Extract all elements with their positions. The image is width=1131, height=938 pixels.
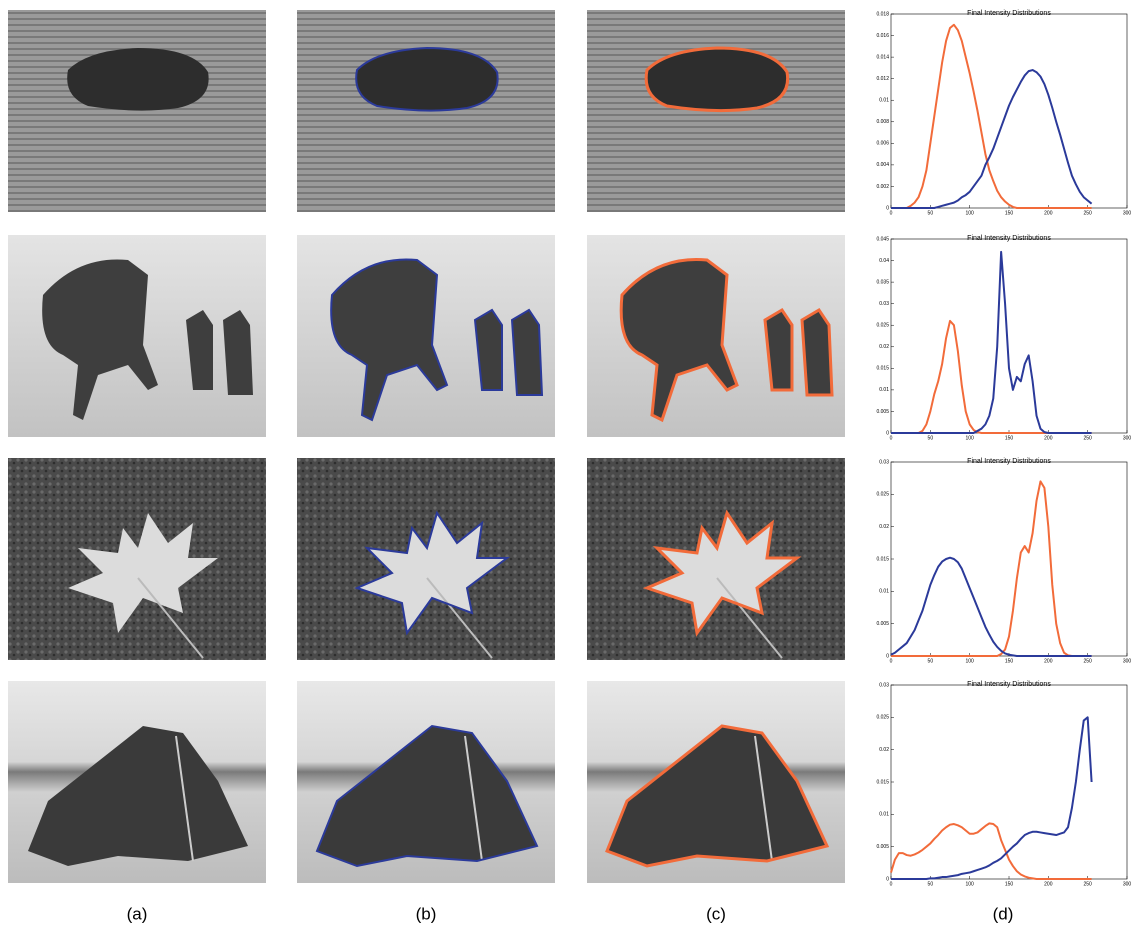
x-tick-label: 250 — [1083, 658, 1092, 664]
y-tick-label: 0.02 — [879, 524, 889, 530]
x-tick-label: 100 — [965, 435, 974, 441]
x-tick-label: 200 — [1044, 881, 1053, 887]
chart-title: Final Intensity Distributions — [967, 458, 1051, 465]
x-tick-label: 150 — [1005, 210, 1014, 216]
figure: (a) (b) (c) (d) Final Intensity Distribu… — [0, 0, 1131, 933]
y-tick-label: 0.025 — [876, 323, 889, 329]
x-tick-label: 50 — [928, 658, 934, 664]
x-tick-label: 0 — [890, 881, 893, 887]
row-4 — [8, 681, 845, 883]
row-2 — [8, 235, 845, 437]
y-tick-label: 0.014 — [876, 54, 889, 60]
plot-area — [891, 462, 1127, 656]
y-tick-label: 0.045 — [876, 236, 889, 242]
chart: Final Intensity Distributions 0 0.005 0.01 0… — [876, 681, 1131, 887]
chart-title: Final Intensity Distributions — [967, 681, 1051, 688]
y-tick-label: 0.01 — [879, 387, 889, 393]
x-tick-label: 150 — [1005, 435, 1014, 441]
y-tick-label: 0.008 — [876, 119, 889, 125]
image — [8, 458, 266, 660]
x-tick-label: 0 — [890, 658, 893, 664]
chart: Final Intensity Distributions 0 0.005 0.01 0… — [876, 235, 1131, 441]
x-tick-label: 200 — [1044, 658, 1053, 664]
caption: (b) — [416, 904, 437, 923]
image — [8, 235, 266, 437]
image — [8, 10, 266, 212]
y-tick-label: 0.03 — [879, 301, 889, 307]
x-tick-label: 250 — [1083, 881, 1092, 887]
x-tick-label: 300 — [1123, 658, 1131, 664]
chart: Final Intensity Distributions 0 0.005 0.01 0… — [876, 458, 1131, 664]
y-tick-label: 0.02 — [879, 747, 889, 753]
caption: (c) — [706, 904, 726, 923]
x-tick-label: 50 — [928, 881, 934, 887]
y-tick-label: 0.04 — [879, 258, 889, 264]
chart-title: Final Intensity Distributions — [967, 10, 1051, 17]
x-tick-label: 250 — [1083, 210, 1092, 216]
x-tick-label: 0 — [890, 210, 893, 216]
x-tick-label: 100 — [965, 658, 974, 664]
row-1 — [8, 10, 845, 212]
y-tick-label: 0.015 — [876, 779, 889, 785]
x-tick-label: 100 — [965, 881, 974, 887]
y-tick-label: 0.02 — [879, 344, 889, 350]
caption: (a) — [127, 904, 148, 923]
y-tick-label: 0.01 — [879, 812, 889, 818]
y-tick-label: 0.015 — [876, 366, 889, 372]
row-3 — [8, 458, 845, 660]
plot-area — [891, 14, 1127, 208]
x-tick-label: 50 — [928, 210, 934, 216]
image — [297, 458, 555, 660]
y-tick-label: 0.005 — [876, 844, 889, 850]
x-tick-label: 100 — [965, 210, 974, 216]
x-tick-label: 150 — [1005, 881, 1014, 887]
x-tick-label: 300 — [1123, 881, 1131, 887]
y-tick-label: 0.016 — [876, 33, 889, 39]
y-tick-label: 0.025 — [876, 492, 889, 498]
y-tick-label: 0.002 — [876, 184, 889, 190]
y-tick-label: 0.03 — [879, 459, 889, 465]
y-tick-label: 0.005 — [876, 621, 889, 627]
x-tick-label: 300 — [1123, 435, 1131, 441]
y-tick-label: 0.01 — [879, 589, 889, 595]
x-tick-label: 150 — [1005, 658, 1014, 664]
plot-area — [891, 239, 1127, 433]
x-tick-label: 300 — [1123, 210, 1131, 216]
x-tick-label: 250 — [1083, 435, 1092, 441]
y-tick-label: 0.015 — [876, 556, 889, 562]
image — [587, 458, 845, 660]
image — [8, 681, 266, 883]
y-tick-label: 0.004 — [876, 162, 889, 168]
y-tick-label: 0.01 — [879, 98, 889, 104]
y-tick-label: 0.025 — [876, 715, 889, 721]
y-tick-label: 0.035 — [876, 279, 889, 285]
y-tick-label: 0.005 — [876, 409, 889, 415]
y-tick-label: 0.006 — [876, 141, 889, 147]
x-tick-label: 50 — [928, 435, 934, 441]
x-tick-label: 200 — [1044, 435, 1053, 441]
x-tick-label: 200 — [1044, 210, 1053, 216]
image — [297, 681, 555, 883]
x-tick-label: 0 — [890, 435, 893, 441]
caption: (d) — [993, 904, 1014, 923]
chart: Final Intensity Distributions 0 0.002 0.004… — [876, 10, 1131, 216]
chart-title: Final Intensity Distributions — [967, 235, 1051, 242]
y-tick-label: 0.012 — [876, 76, 889, 82]
y-tick-label: 0.018 — [876, 11, 889, 17]
y-tick-label: 0.03 — [879, 682, 889, 688]
